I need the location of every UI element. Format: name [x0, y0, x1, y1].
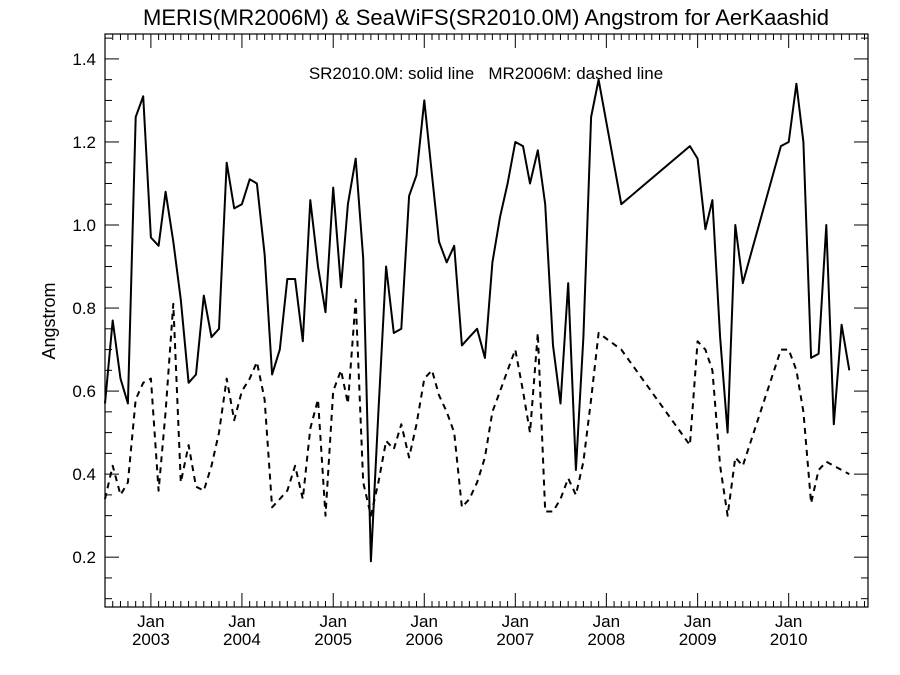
y-axis-label: Angstrom	[39, 282, 59, 359]
x-tick-month-label: Jan	[684, 612, 711, 631]
x-tick-month-label: Jan	[228, 612, 255, 631]
x-tick-year-label: 2007	[496, 630, 534, 649]
y-tick-label: 0.8	[72, 299, 96, 318]
x-tick-month-label: Jan	[137, 612, 164, 631]
series-line-sr2010-0m	[104, 78, 851, 563]
y-tick-label: 0.6	[72, 382, 96, 401]
x-tick-year-label: 2006	[405, 630, 443, 649]
y-tick-label: 1.0	[72, 216, 96, 235]
legend-note: SR2010.0M: solid line MR2006M: dashed li…	[309, 64, 663, 83]
x-tick-year-label: 2009	[679, 630, 717, 649]
x-tick-month-label: Jan	[320, 612, 347, 631]
y-tick-label: 0.4	[72, 465, 96, 484]
chart-title: MERIS(MR2006M) & SeaWiFS(SR2010.0M) Angs…	[143, 5, 829, 30]
x-tick-month-label: Jan	[775, 612, 802, 631]
x-axis: Jan2003Jan2004Jan2005Jan2006Jan2007Jan20…	[104, 34, 866, 649]
series-line-mr2006m	[104, 298, 850, 517]
y-axis: 0.2 0.4 0.6 0.8 1.0 1.2 1.4	[72, 37, 868, 600]
x-tick-year-label: 2005	[314, 630, 352, 649]
x-tick-year-label: 2004	[223, 630, 261, 649]
x-tick-month-label: Jan	[502, 612, 529, 631]
plot-frame	[104, 33, 869, 608]
y-tick-label: 0.2	[72, 548, 96, 567]
x-tick-month-label: Jan	[593, 612, 620, 631]
y-tick-label: 1.4	[72, 50, 96, 69]
x-tick-year-label: 2010	[770, 630, 808, 649]
x-tick-year-label: 2003	[132, 630, 170, 649]
y-tick-label: 1.2	[72, 133, 96, 152]
series-layer	[104, 78, 851, 563]
x-tick-month-label: Jan	[411, 612, 438, 631]
x-tick-year-label: 2008	[587, 630, 625, 649]
